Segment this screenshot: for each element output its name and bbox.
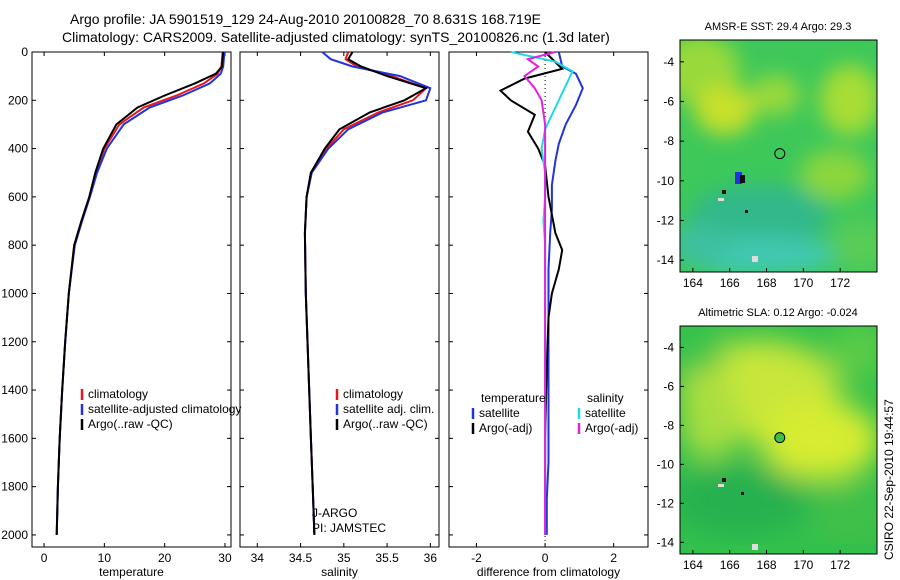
series-line-1 [545,51,584,535]
argo-location-marker [774,432,786,444]
y-tick-label: 800 [8,238,28,252]
y-tick-label: -14 [657,535,675,549]
y-tick-label: -10 [657,457,675,471]
y-tick-label: 0 [21,45,28,59]
x-tick-label: 0 [542,551,549,565]
y-tick-label: -4 [663,340,674,354]
y-tick-label: -8 [663,418,674,432]
x-tick-label: 0 [41,551,48,565]
x-tick-label: -2 [471,551,482,565]
y-tick-label: 400 [8,142,28,156]
series-line-4 [523,51,556,535]
y-tick-label: 1400 [1,383,28,397]
sla-map-title: Altimetric SLA: 0.12 Argo: -0.024 [698,307,858,319]
sla-map: Altimetric SLA: 0.12 Argo: -0.024 164 166… [657,307,878,572]
profile-panel-2: 34 34.5 35 35.5 36 salinity climatologysatelli… [239,51,440,579]
sst-map: AMSR-E SST: 29.4 Argo: 29.3 16 [657,21,878,290]
series-line-3 [55,51,225,535]
legend-label: satellite [585,406,626,420]
x-tick-label: 172 [830,276,850,290]
y-tick-label: 1200 [1,335,28,349]
x-tick-label: 164 [683,558,703,572]
float-annotation: J-ARGO [312,506,357,520]
y-tick-label: 1000 [1,286,28,300]
y-tick-label: -12 [657,213,675,227]
series-line-2 [303,51,432,535]
plot-frame [448,51,649,548]
x-tick-label: 166 [720,558,740,572]
legend-label: climatology [88,387,148,401]
legend-title: salinity [587,391,624,405]
sst-map-frame [679,39,878,273]
x-tick-label: 10 [98,551,112,565]
profile-panel-1: 0 10 20 30 temperature 0 200 400 600 800 1000 1200 1… [1,45,241,579]
x-tick-label: 34.5 [289,551,313,565]
y-tick-label: -6 [663,379,674,393]
series-line-1 [55,51,224,535]
y-tick-label: 2000 [1,528,28,542]
x-axis-label: difference from climatology [477,565,620,579]
legend-label: climatology [343,387,403,401]
legend-label: Argo(..raw -QC) [343,417,428,431]
x-tick-label: 30 [218,551,232,565]
x-axis-label: temperature [99,565,164,579]
y-tick-label: -8 [663,134,674,148]
legend-label: Argo(..raw -QC) [88,417,173,431]
legend: temperature salinitysatelliteArgo(-adj)sa… [471,391,638,435]
x-tick-label: 2 [610,551,617,565]
sst-map-field [680,40,877,272]
x-tick-label: 166 [720,276,740,290]
y-tick-label: -6 [663,94,674,108]
x-tick-label: 168 [757,558,777,572]
x-tick-label: 34 [251,551,265,565]
x-tick-label: 170 [793,276,813,290]
x-tick-label: 35 [337,551,351,565]
float-annotation: PI: JAMSTEC [312,521,386,535]
y-tick-label: -12 [657,496,675,510]
y-tick-label: -14 [657,253,675,267]
y-tick-label: 1800 [1,480,28,494]
argo-location-marker [774,148,786,160]
sla-map-field [680,326,877,545]
y-tick-label: 1600 [1,431,28,445]
x-tick-label: 35.5 [375,551,399,565]
series-line-2 [55,51,226,535]
x-tick-label: 20 [158,551,172,565]
sla-map-frame [679,325,878,555]
y-tick-label: 600 [8,190,28,204]
plot-frame [239,51,440,548]
x-tick-label: 170 [793,558,813,572]
x-tick-label: 172 [830,558,850,572]
legend-label: satellite adj. clim. [343,402,434,416]
legend-label: satellite [479,406,520,420]
series-line-2 [498,51,565,535]
y-tick-label: -4 [663,55,674,69]
legend-label: satellite-adjusted climatology [88,402,241,416]
figure-title-line2: Climatology: CARS2009. Satellite-adjuste… [62,29,610,45]
y-tick-label: 200 [8,93,28,107]
plot-frame [31,51,232,548]
legend-title: temperature [481,391,546,405]
series-line-3 [510,51,574,535]
legend-label: Argo(-adj) [585,421,638,435]
x-tick-label: 36 [424,551,438,565]
x-axis-label: salinity [321,565,358,579]
x-tick-label: 168 [757,276,777,290]
sst-map-island [735,172,742,184]
y-tick-label: -10 [657,174,675,188]
series-line-3 [303,51,429,535]
legend-label: Argo(-adj) [479,421,532,435]
x-tick-label: 164 [683,276,703,290]
figure-title-line1: Argo profile: JA 5901519_129 24-Aug-2010… [70,11,541,27]
sst-map-title: AMSR-E SST: 29.4 Argo: 29.3 [705,21,852,33]
series-line-1 [303,51,428,535]
timestamp-label: CSIRO 22-Sep-2010 19:44:57 [882,399,896,560]
